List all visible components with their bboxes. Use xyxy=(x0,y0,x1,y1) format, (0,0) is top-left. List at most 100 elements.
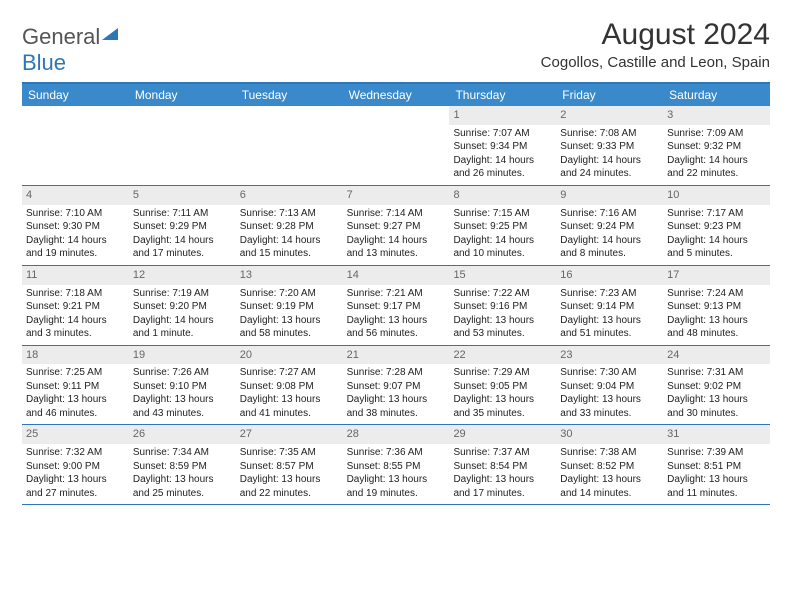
sunrise-text: Sunrise: 7:32 AM xyxy=(26,446,125,460)
daylight-text: Daylight: 13 hours and 11 minutes. xyxy=(667,473,766,500)
daylight-text: Daylight: 13 hours and 56 minutes. xyxy=(347,314,446,341)
day-body: Sunrise: 7:14 AMSunset: 9:27 PMDaylight:… xyxy=(343,205,450,265)
sunset-text: Sunset: 9:08 PM xyxy=(240,380,339,394)
day-number: 29 xyxy=(449,425,556,444)
weekday-label: Tuesday xyxy=(236,84,343,106)
sunset-text: Sunset: 9:21 PM xyxy=(26,300,125,314)
day-cell: 26Sunrise: 7:34 AMSunset: 8:59 PMDayligh… xyxy=(129,425,236,504)
daylight-text: Daylight: 14 hours and 26 minutes. xyxy=(453,154,552,181)
sunrise-text: Sunrise: 7:28 AM xyxy=(347,366,446,380)
day-cell: 4 Sunrise: 7:10 AMSunset: 9:30 PMDaylight… xyxy=(22,186,129,265)
day-cell: 22Sunrise: 7:29 AMSunset: 9:05 PMDayligh… xyxy=(449,346,556,425)
day-body: Sunrise: 7:37 AMSunset: 8:54 PMDaylight:… xyxy=(449,444,556,504)
day-cell xyxy=(129,106,236,185)
daylight-text: Daylight: 14 hours and 1 minute. xyxy=(133,314,232,341)
day-number: 28 xyxy=(343,425,450,444)
week-row: 4Sunrise: 7:10 AMSunset: 9:30 PMDaylight… xyxy=(22,186,770,266)
daylight-text: Daylight: 13 hours and 33 minutes. xyxy=(560,393,659,420)
day-body: Sunrise: 7:35 AMSunset: 8:57 PMDaylight:… xyxy=(236,444,343,504)
day-cell xyxy=(343,106,450,185)
weekday-label: Monday xyxy=(129,84,236,106)
sunset-text: Sunset: 9:00 PM xyxy=(26,460,125,474)
daylight-text: Daylight: 13 hours and 19 minutes. xyxy=(347,473,446,500)
day-body: Sunrise: 7:31 AMSunset: 9:02 PMDaylight:… xyxy=(663,364,770,424)
weekday-label: Friday xyxy=(556,84,663,106)
day-cell: 30Sunrise: 7:38 AMSunset: 8:52 PMDayligh… xyxy=(556,425,663,504)
sunset-text: Sunset: 9:23 PM xyxy=(667,220,766,234)
weekday-row: SundayMondayTuesdayWednesdayThursdayFrid… xyxy=(22,84,770,106)
sunset-text: Sunset: 8:54 PM xyxy=(453,460,552,474)
sunset-text: Sunset: 9:02 PM xyxy=(667,380,766,394)
day-cell: 17Sunrise: 7:24 AMSunset: 9:13 PMDayligh… xyxy=(663,266,770,345)
sunrise-text: Sunrise: 7:31 AM xyxy=(667,366,766,380)
day-body: Sunrise: 7:38 AMSunset: 8:52 PMDaylight:… xyxy=(556,444,663,504)
sunrise-text: Sunrise: 7:20 AM xyxy=(240,287,339,301)
day-number: 8 xyxy=(449,186,556,205)
sunset-text: Sunset: 9:11 PM xyxy=(26,380,125,394)
daylight-text: Daylight: 14 hours and 19 minutes. xyxy=(26,234,125,261)
day-cell: 25Sunrise: 7:32 AMSunset: 9:00 PMDayligh… xyxy=(22,425,129,504)
daylight-text: Daylight: 14 hours and 10 minutes. xyxy=(453,234,552,261)
day-number: 20 xyxy=(236,346,343,365)
day-cell: 19Sunrise: 7:26 AMSunset: 9:10 PMDayligh… xyxy=(129,346,236,425)
sunset-text: Sunset: 8:57 PM xyxy=(240,460,339,474)
day-cell: 21Sunrise: 7:28 AMSunset: 9:07 PMDayligh… xyxy=(343,346,450,425)
day-body: Sunrise: 7:11 AMSunset: 9:29 PMDaylight:… xyxy=(129,205,236,265)
day-number: 11 xyxy=(22,266,129,285)
day-body: Sunrise: 7:27 AMSunset: 9:08 PMDaylight:… xyxy=(236,364,343,424)
logo-part2: Blue xyxy=(22,50,66,75)
day-number: 13 xyxy=(236,266,343,285)
daylight-text: Daylight: 13 hours and 58 minutes. xyxy=(240,314,339,341)
daylight-text: Daylight: 13 hours and 43 minutes. xyxy=(133,393,232,420)
location: Cogollos, Castille and Leon, Spain xyxy=(541,54,770,71)
day-body: Sunrise: 7:23 AMSunset: 9:14 PMDaylight:… xyxy=(556,285,663,345)
day-number: 15 xyxy=(449,266,556,285)
day-body: Sunrise: 7:26 AMSunset: 9:10 PMDaylight:… xyxy=(129,364,236,424)
day-number: 14 xyxy=(343,266,450,285)
day-number: 4 xyxy=(22,186,129,205)
daylight-text: Daylight: 13 hours and 17 minutes. xyxy=(453,473,552,500)
sunset-text: Sunset: 9:24 PM xyxy=(560,220,659,234)
sunrise-text: Sunrise: 7:26 AM xyxy=(133,366,232,380)
logo-part1: General xyxy=(22,24,100,49)
calendar: SundayMondayTuesdayWednesdayThursdayFrid… xyxy=(22,82,770,505)
sunset-text: Sunset: 9:32 PM xyxy=(667,140,766,154)
day-number xyxy=(129,106,236,125)
day-number: 5 xyxy=(129,186,236,205)
day-cell: 8Sunrise: 7:15 AMSunset: 9:25 PMDaylight… xyxy=(449,186,556,265)
sunrise-text: Sunrise: 7:29 AM xyxy=(453,366,552,380)
week-row: 18Sunrise: 7:25 AMSunset: 9:11 PM Dayligh… xyxy=(22,346,770,426)
day-number: 16 xyxy=(556,266,663,285)
day-cell: 7Sunrise: 7:14 AMSunset: 9:27 PMDaylight… xyxy=(343,186,450,265)
day-cell: 29Sunrise: 7:37 AMSunset: 8:54 PMDayligh… xyxy=(449,425,556,504)
daylight-text: Daylight: 14 hours and 17 minutes. xyxy=(133,234,232,261)
sunset-text: Sunset: 9:33 PM xyxy=(560,140,659,154)
day-number: 25 xyxy=(22,425,129,444)
sunrise-text: Sunrise: 7:25 AM xyxy=(26,366,125,380)
day-cell: 2Sunrise: 7:08 AMSunset: 9:33 PMDaylight… xyxy=(556,106,663,185)
day-cell xyxy=(22,106,129,185)
day-body: Sunrise: 7:21 AMSunset: 9:17 PMDaylight:… xyxy=(343,285,450,345)
sunrise-text: Sunrise: 7:23 AM xyxy=(560,287,659,301)
day-number: 18 xyxy=(22,346,129,365)
sunrise-text: Sunrise: 7:10 AM xyxy=(26,207,125,221)
daylight-text: Daylight: 14 hours and 8 minutes. xyxy=(560,234,659,261)
daylight-text: Daylight: 14 hours and 22 minutes. xyxy=(667,154,766,181)
day-body: Sunrise: 7:32 AMSunset: 9:00 PMDaylight:… xyxy=(22,444,129,504)
day-cell: 11Sunrise: 7:18 AMSunset: 9:21 PMDayligh… xyxy=(22,266,129,345)
weekday-label: Thursday xyxy=(449,84,556,106)
sunrise-text: Sunrise: 7:34 AM xyxy=(133,446,232,460)
day-number: 31 xyxy=(663,425,770,444)
sunrise-text: Sunrise: 7:14 AM xyxy=(347,207,446,221)
sunset-text: Sunset: 9:30 PM xyxy=(26,220,125,234)
sunset-text: Sunset: 9:17 PM xyxy=(347,300,446,314)
month-title: August 2024 xyxy=(541,18,770,52)
calendar-page: General Blue August 2024 Cogollos, Casti… xyxy=(0,0,792,515)
day-cell: 5Sunrise: 7:11 AMSunset: 9:29 PMDaylight… xyxy=(129,186,236,265)
title-block: August 2024 Cogollos, Castille and Leon,… xyxy=(541,18,770,71)
day-body: Sunrise: 7:29 AMSunset: 9:05 PMDaylight:… xyxy=(449,364,556,424)
sunset-text: Sunset: 9:14 PM xyxy=(560,300,659,314)
day-number: 26 xyxy=(129,425,236,444)
sunset-text: Sunset: 8:51 PM xyxy=(667,460,766,474)
day-body: Sunrise: 7:30 AMSunset: 9:04 PMDaylight:… xyxy=(556,364,663,424)
